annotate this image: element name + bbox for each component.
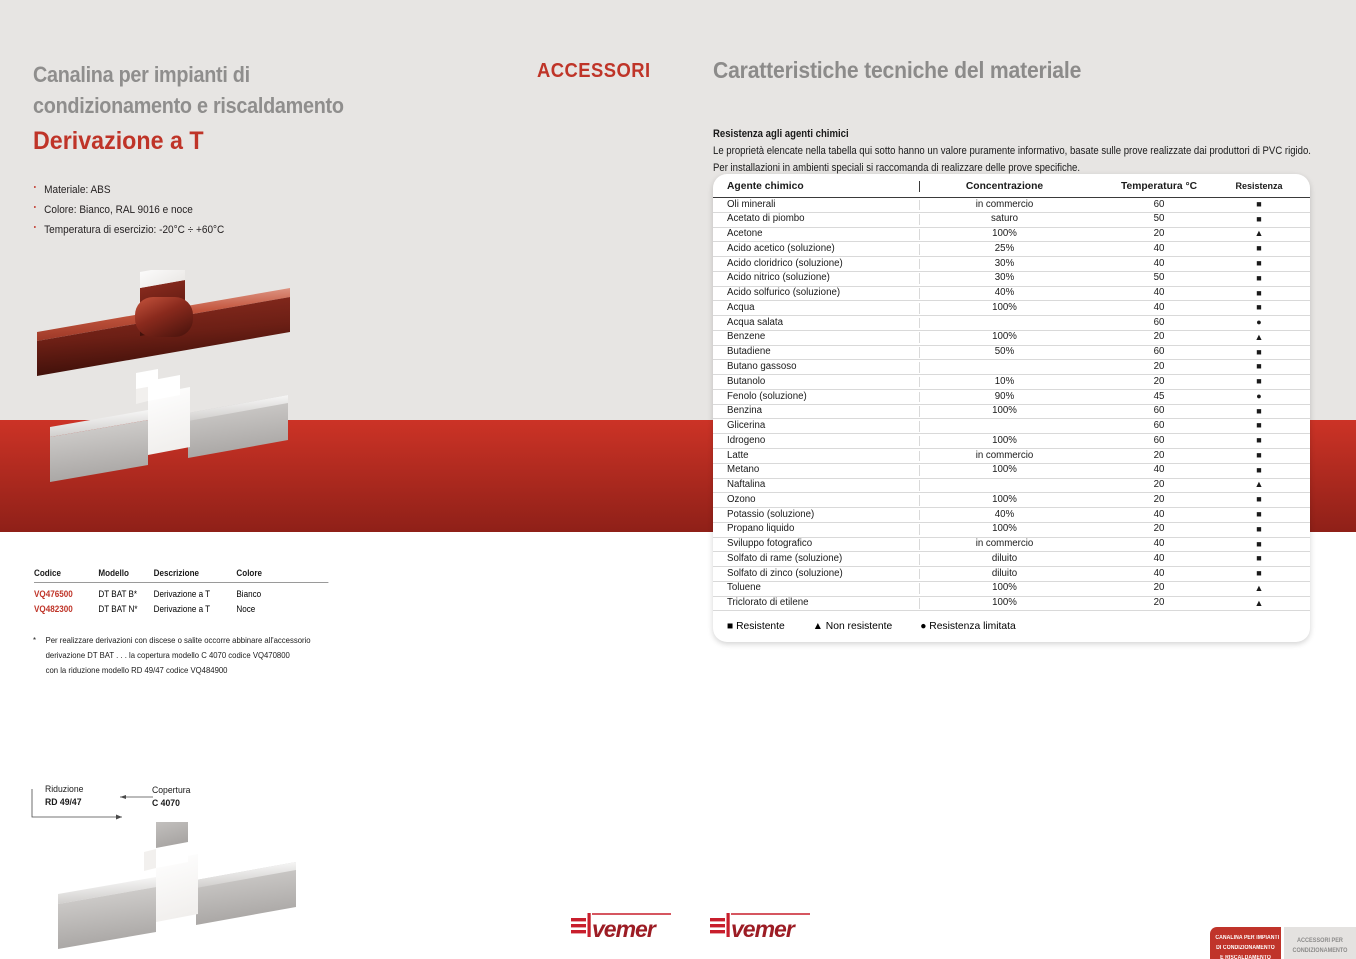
svg-text:vemer: vemer	[731, 916, 796, 942]
svg-text:vemer: vemer	[592, 916, 657, 942]
